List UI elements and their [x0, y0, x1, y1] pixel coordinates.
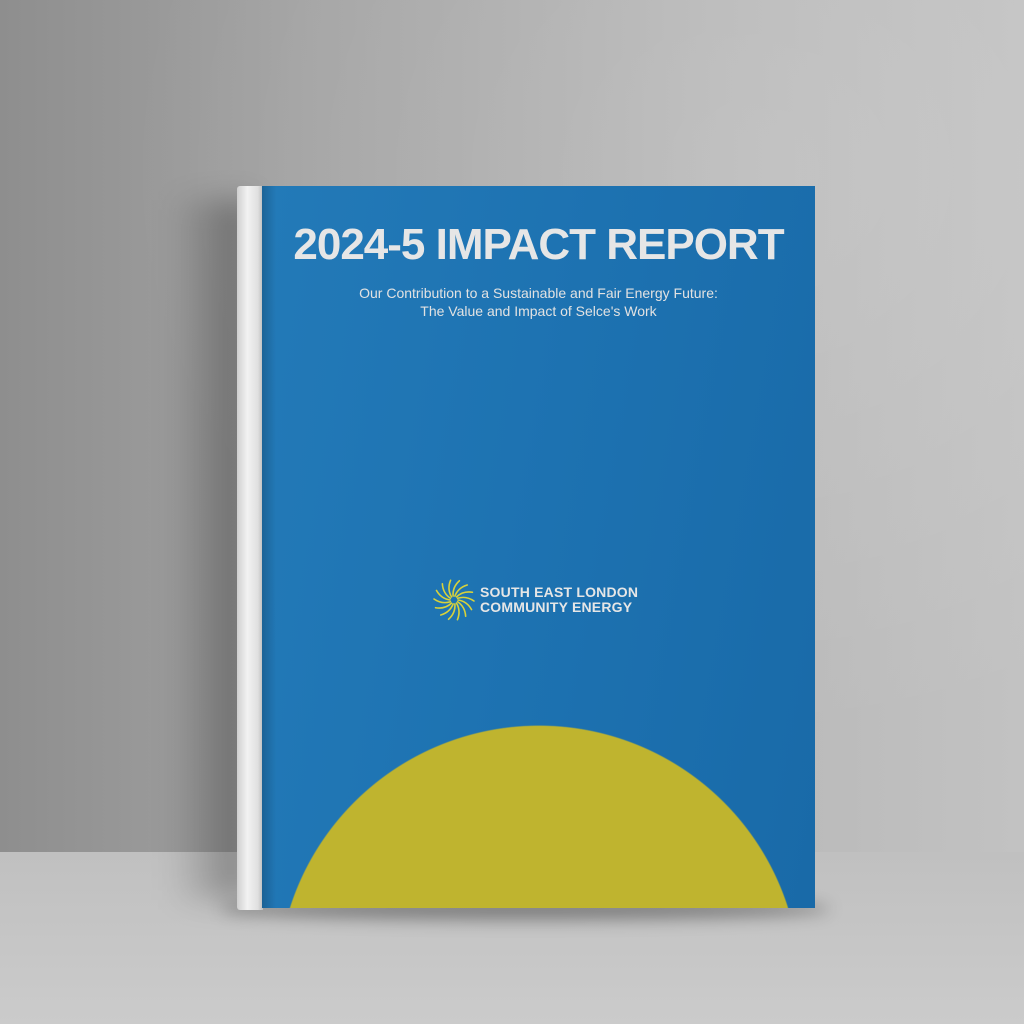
- book-shadow: [170, 200, 250, 900]
- sunburst-ray: [457, 599, 473, 611]
- sunburst-ray: [435, 589, 451, 601]
- book-spine: [237, 186, 263, 910]
- organisation-logo: SOUTH EAST LONDON COMMUNITY ENERGY: [432, 578, 638, 622]
- report-subtitle: Our Contribution to a Sustainable and Fa…: [262, 284, 815, 320]
- subtitle-line-2: The Value and Impact of Selce's Work: [420, 303, 657, 319]
- sunburst-ray: [448, 579, 453, 598]
- sunburst-ray: [452, 579, 461, 597]
- sunburst-ray: [439, 603, 454, 616]
- logo-line-2: COMMUNITY ENERGY: [480, 599, 633, 615]
- sunburst-ray: [447, 603, 456, 621]
- subtitle-line-1: Our Contribution to a Sustainable and Fa…: [359, 285, 718, 301]
- sunburst-ray: [455, 591, 474, 598]
- yellow-semicircle: [262, 725, 815, 908]
- sunburst-ray: [434, 602, 453, 609]
- sunburst-ray: [454, 584, 469, 597]
- sunburst-ray: [456, 596, 475, 602]
- report-title: 2024-5 IMPACT REPORT: [293, 220, 784, 269]
- sunburst-ray: [455, 602, 460, 621]
- sunburst-ray: [433, 598, 452, 604]
- book-cover: 2024-5 IMPACT REPORT Our Contribution to…: [262, 186, 815, 908]
- sunburst-ray: [456, 600, 467, 618]
- sunburst-icon: [433, 579, 475, 621]
- sunburst-ray: [441, 582, 452, 600]
- logo-line-1: SOUTH EAST LONDON: [480, 584, 639, 600]
